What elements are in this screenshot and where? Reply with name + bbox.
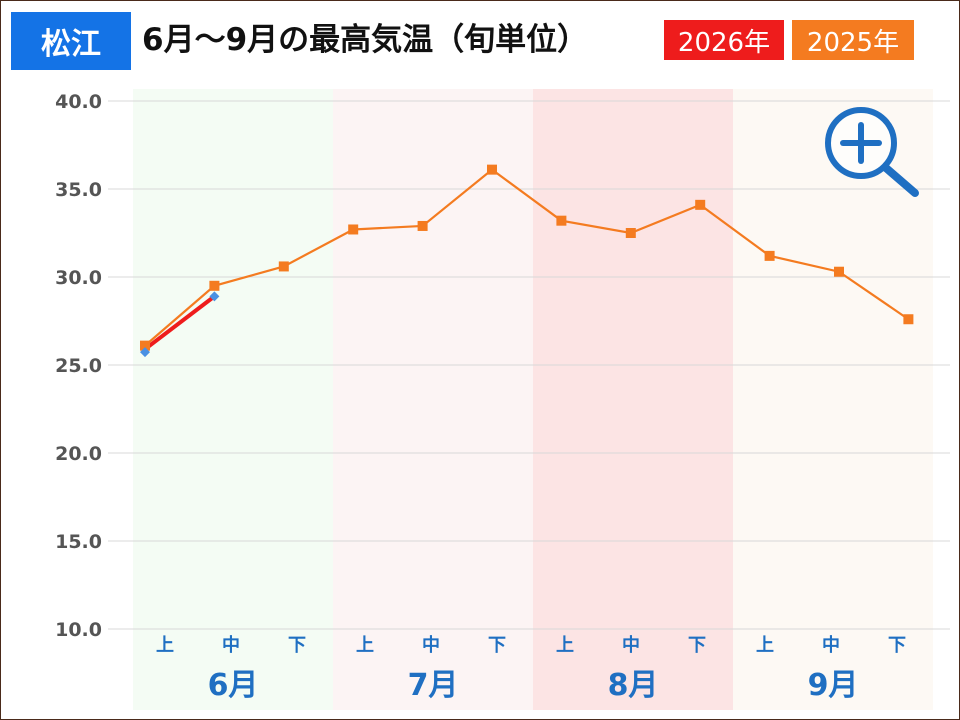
data-point-2025: [140, 340, 150, 351]
data-point-2026: [209, 291, 220, 302]
month-band: [333, 89, 533, 710]
data-point-2025: [834, 266, 844, 277]
chart-title: 6月〜9月の最高気温（旬単位）: [142, 22, 589, 58]
month-label: 9月: [808, 668, 859, 703]
x-tick-label: 中: [822, 634, 840, 656]
x-tick-label: 中: [622, 634, 640, 656]
x-tick-label: 下: [288, 635, 306, 656]
month-band: [133, 89, 333, 710]
y-tick-label: 20.0: [55, 443, 102, 465]
month-band: [733, 89, 933, 710]
data-point-2025: [556, 215, 567, 226]
x-tick-label: 上: [356, 635, 374, 656]
data-point-2025: [625, 228, 636, 238]
y-tick-label: 10.0: [55, 619, 102, 641]
x-tick-label: 下: [688, 635, 706, 656]
city-badge: 松江: [11, 12, 131, 70]
y-tick-label: 25.0: [55, 355, 102, 377]
x-tick-label: 中: [422, 634, 440, 656]
x-tick-label: 上: [756, 635, 774, 656]
month-band: [533, 89, 733, 710]
y-tick-label: 15.0: [55, 531, 102, 553]
month-label: 8月: [608, 668, 659, 703]
y-tick-label: 30.0: [55, 267, 102, 289]
data-point-2025: [903, 314, 914, 325]
data-point-2025: [695, 199, 706, 210]
x-tick-label: 上: [556, 635, 574, 656]
legend-2026: 2026年: [664, 20, 784, 60]
data-point-2025: [209, 280, 220, 291]
legend-2025: 2025年: [792, 20, 914, 60]
x-tick-label: 上: [156, 635, 174, 656]
x-tick-label: 中: [222, 634, 240, 656]
y-tick-label: 40.0: [55, 91, 102, 113]
data-point-2026: [140, 347, 150, 358]
data-point-2025: [278, 261, 289, 272]
y-tick-label: 35.0: [55, 179, 102, 201]
data-point-2025: [764, 250, 775, 261]
zoom-handle: [882, 164, 919, 197]
series-line-2025年: [144, 168, 910, 347]
x-tick-label: 下: [488, 635, 506, 656]
series-line-2026年: [143, 294, 216, 351]
month-label: 7月: [408, 668, 459, 703]
zoom-in-icon: [825, 107, 919, 197]
data-point-2025: [487, 164, 497, 175]
data-point-2025: [417, 220, 428, 231]
month-label: 6月: [208, 668, 259, 703]
x-tick-label: 下: [888, 635, 906, 656]
data-point-2025: [348, 224, 359, 235]
